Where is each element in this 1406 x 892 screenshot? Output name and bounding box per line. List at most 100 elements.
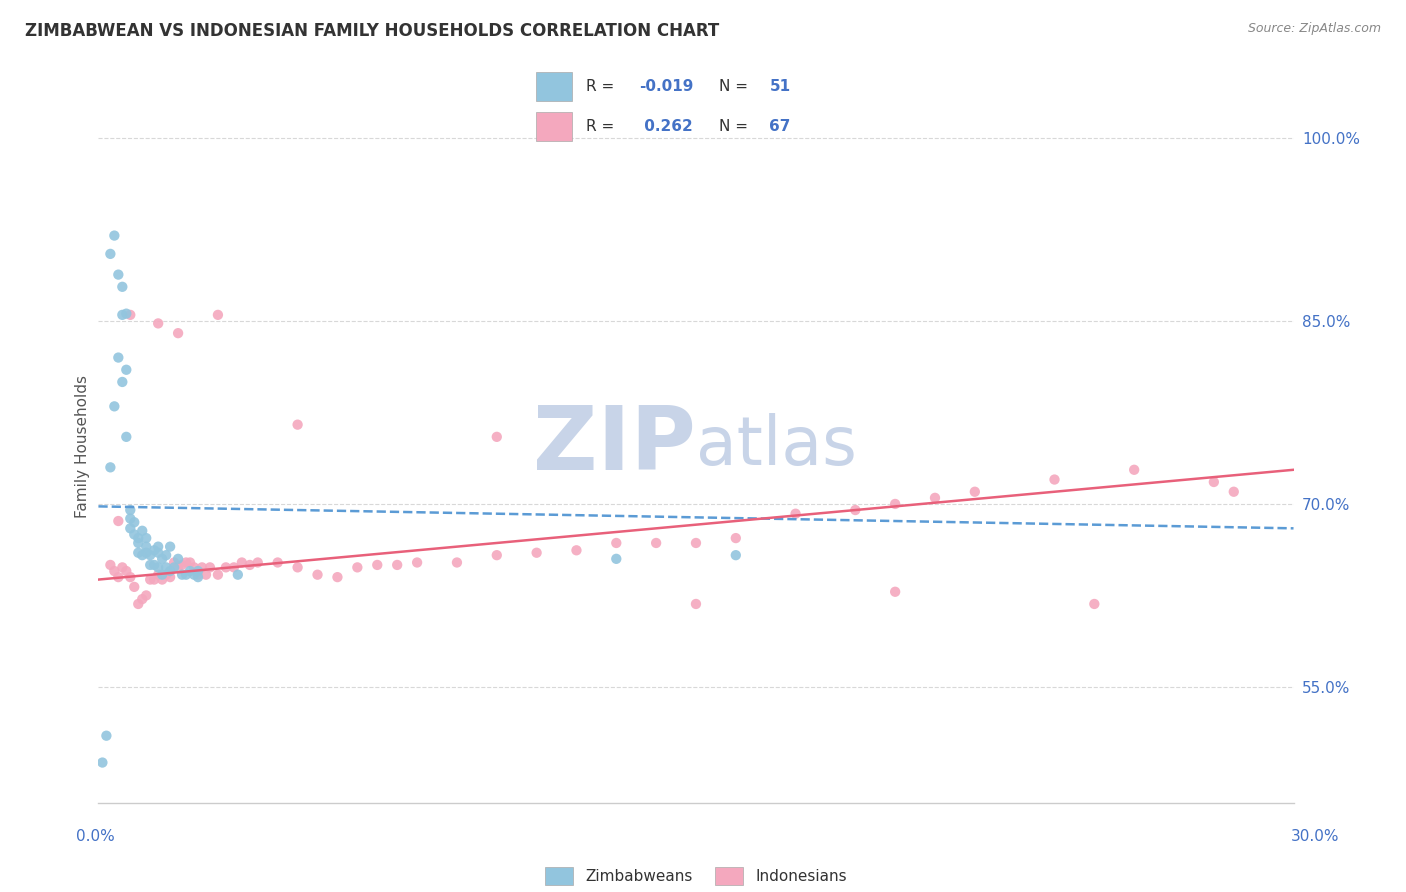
Text: R =: R = [586, 79, 620, 94]
Text: N =: N = [720, 79, 754, 94]
Point [124, 527, 146, 541]
Point [115, 307, 138, 321]
Point [150, 573, 173, 587]
Point [287, 560, 309, 574]
Text: 0.0%: 0.0% [76, 830, 115, 844]
Point [111, 375, 134, 389]
Point [183, 567, 205, 582]
Point [207, 567, 229, 582]
Point [111, 280, 134, 294]
Point [174, 556, 197, 570]
Point [1083, 597, 1105, 611]
Text: 67: 67 [769, 120, 790, 134]
Point [307, 567, 329, 582]
Point [127, 536, 149, 550]
Point [163, 560, 186, 574]
Point [148, 540, 170, 554]
Point [1123, 463, 1146, 477]
Point [844, 503, 866, 517]
Point [179, 556, 201, 570]
Point [131, 592, 153, 607]
Point [226, 567, 249, 582]
Point [111, 560, 134, 574]
Point [143, 543, 166, 558]
Point [155, 567, 177, 582]
Point [645, 536, 668, 550]
Point [150, 567, 173, 582]
Point [143, 558, 166, 572]
Point [159, 564, 181, 578]
Point [485, 430, 508, 444]
Point [127, 546, 149, 560]
Point [446, 556, 468, 570]
Point [120, 503, 142, 517]
Point [127, 597, 149, 611]
Point [155, 560, 177, 574]
Point [115, 564, 138, 578]
Text: 51: 51 [769, 79, 790, 94]
Point [724, 548, 747, 562]
Point [326, 570, 349, 584]
Text: ZIP: ZIP [533, 402, 696, 490]
Point [148, 560, 170, 574]
Point [526, 546, 548, 560]
Text: atlas: atlas [696, 413, 856, 479]
Point [115, 430, 138, 444]
Text: Source: ZipAtlas.com: Source: ZipAtlas.com [1247, 22, 1381, 36]
Text: N =: N = [720, 120, 754, 134]
Point [107, 570, 129, 584]
Text: 0.262: 0.262 [640, 120, 693, 134]
Point [179, 564, 201, 578]
Point [120, 511, 142, 525]
Point [150, 551, 173, 566]
Point [107, 514, 129, 528]
Point [148, 567, 170, 582]
Point [100, 460, 122, 475]
Point [267, 556, 290, 570]
Point [103, 400, 125, 414]
Point [103, 228, 125, 243]
Point [207, 308, 229, 322]
Y-axis label: Family Households: Family Households [75, 375, 90, 517]
Point [103, 564, 125, 578]
Text: ZIMBABWEAN VS INDONESIAN FAMILY HOUSEHOLDS CORRELATION CHART: ZIMBABWEAN VS INDONESIAN FAMILY HOUSEHOL… [25, 22, 720, 40]
Point [685, 536, 707, 550]
Point [124, 515, 146, 529]
Point [385, 558, 409, 572]
Point [346, 560, 368, 574]
Point [172, 567, 194, 582]
Point [155, 548, 177, 562]
Point [115, 363, 138, 377]
Point [187, 564, 209, 578]
Point [724, 531, 747, 545]
Point [148, 546, 170, 560]
Text: -0.019: -0.019 [640, 79, 693, 94]
Point [100, 558, 122, 572]
Point [120, 570, 142, 584]
Point [107, 351, 129, 365]
Point [139, 558, 162, 572]
Point [127, 531, 149, 545]
Point [485, 548, 508, 562]
Point [1202, 475, 1225, 489]
Point [96, 729, 118, 743]
Point [884, 497, 907, 511]
Point [187, 567, 209, 582]
Point [143, 573, 166, 587]
Point [139, 548, 162, 562]
Point [120, 521, 142, 535]
Point [163, 556, 186, 570]
Point [565, 543, 588, 558]
Point [215, 560, 238, 574]
Point [131, 548, 153, 562]
Point [159, 540, 181, 554]
Bar [536, 112, 571, 141]
Point [167, 560, 190, 574]
Point [135, 546, 157, 560]
Point [366, 558, 388, 572]
Bar [536, 72, 571, 101]
Point [231, 556, 253, 570]
Point [191, 560, 214, 574]
Point [111, 308, 134, 322]
Point [159, 570, 181, 584]
